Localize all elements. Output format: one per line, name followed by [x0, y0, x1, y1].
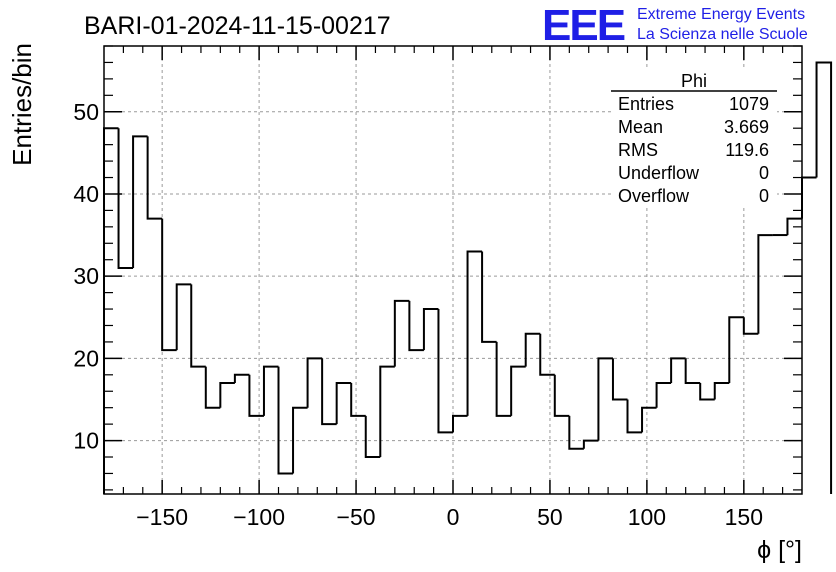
histogram-bin	[292, 406, 308, 474]
histogram-bin	[699, 383, 715, 401]
histogram-bin	[321, 358, 337, 426]
logo-mark: EEE	[542, 1, 625, 50]
histogram-bin	[597, 357, 613, 441]
stat-label: RMS	[618, 140, 658, 160]
histogram-bin	[437, 309, 453, 434]
histogram-bin	[233, 373, 250, 384]
stat-value: 3.669	[724, 117, 769, 137]
stat-label: Underflow	[618, 163, 700, 183]
histogram-bin	[801, 176, 817, 219]
histogram-bin	[481, 251, 497, 343]
histogram-bin	[393, 299, 410, 367]
x-axis-label: ϕ [°]	[757, 536, 802, 564]
histogram-bin	[190, 284, 206, 368]
y-tick-label: 30	[73, 263, 99, 289]
histogram-bin	[364, 415, 381, 459]
histogram-bin	[713, 382, 730, 400]
y-tick-label: 10	[73, 428, 99, 454]
histogram-bin	[408, 300, 424, 352]
histogram-bin	[335, 382, 352, 425]
histogram-bin	[786, 217, 802, 236]
stats-box: Phi Entries 1079 Mean 3.669 RMS 119.6 Un…	[611, 70, 777, 206]
histogram-bin	[626, 399, 643, 434]
histogram-bin	[582, 439, 599, 449]
x-tick-label: −50	[337, 504, 376, 530]
stat-label: Mean	[618, 117, 663, 137]
histogram-bin	[175, 283, 192, 351]
y-tick-label: 20	[73, 345, 99, 371]
histogram-bin	[204, 366, 221, 409]
histogram-bin	[728, 316, 744, 384]
histogram-bin	[103, 127, 119, 494]
histogram-bin	[495, 341, 512, 417]
histogram-bin	[510, 365, 526, 416]
histogram-bin	[132, 135, 148, 268]
histogram-bin	[684, 358, 701, 385]
histogram-bin	[277, 366, 294, 475]
logo-line1: Extreme Energy Events	[637, 6, 805, 23]
x-tick-label: 100	[628, 504, 666, 530]
histogram-bars	[103, 61, 833, 494]
histogram-bin	[466, 250, 483, 416]
histogram-bin	[670, 357, 686, 384]
histogram-bin	[655, 382, 672, 408]
histogram-bin	[350, 383, 366, 417]
histogram-bin	[422, 308, 439, 351]
histogram-bin	[553, 374, 570, 417]
histogram-bin	[146, 136, 163, 220]
stat-value: 0	[759, 186, 769, 206]
x-tick-label: 50	[537, 504, 563, 530]
histogram-bin	[219, 382, 235, 408]
stat-value: 1079	[729, 94, 769, 114]
histogram-bin	[539, 333, 555, 376]
stat-value: 119.6	[725, 140, 769, 160]
stat-value: 0	[759, 163, 769, 183]
stats-box-bg	[611, 70, 777, 206]
histogram-bin	[742, 317, 759, 335]
histogram-bin	[306, 357, 323, 408]
stat-label: Overflow	[618, 186, 690, 206]
x-tick-label: 0	[447, 504, 460, 530]
x-tick-label: −150	[136, 504, 188, 530]
stat-label: Entries	[618, 94, 674, 114]
logo-line2: La Scienza nelle Scuole	[637, 26, 808, 43]
axes: −150 −100 −50 0 50 100 150 10 20 30 40 50	[73, 45, 803, 530]
y-tick-label: 40	[73, 181, 99, 207]
histogram-bin	[117, 128, 134, 269]
histogram-bin	[452, 414, 468, 433]
histogram-bin	[161, 218, 177, 352]
stats-title: Phi	[681, 71, 707, 91]
histogram-bin	[641, 406, 657, 433]
histogram-bin	[757, 234, 773, 334]
histogram-bin	[262, 365, 279, 416]
chart-title: BARI-01-2024-11-15-00217	[84, 12, 391, 40]
y-tick-label: 50	[73, 99, 99, 125]
y-axis-label: Entries/bin	[7, 43, 37, 166]
histogram-bin	[524, 332, 541, 367]
eee-logo: EEE Extreme Energy Events La Scienza nel…	[542, 1, 808, 50]
x-tick-label: −100	[233, 504, 285, 530]
histogram-bin	[815, 61, 833, 494]
histogram-bin	[611, 358, 628, 401]
histogram-bin	[379, 365, 395, 458]
histogram-bin	[568, 415, 584, 450]
histogram-bin	[248, 374, 264, 417]
x-tick-label: 150	[725, 504, 763, 530]
